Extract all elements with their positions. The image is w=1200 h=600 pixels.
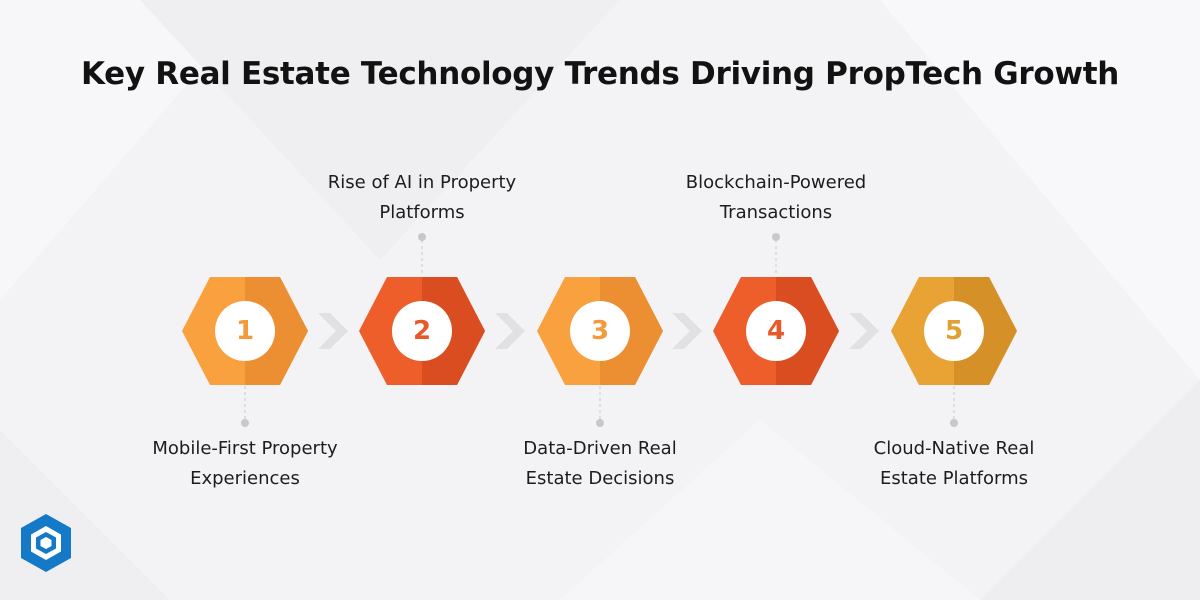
chevron-right-icon — [849, 313, 879, 349]
connector-step-2 — [418, 233, 426, 276]
step-2-number: 2 — [412, 316, 432, 346]
step-4-number: 4 — [766, 316, 786, 346]
step-4-label: Blockchain-Powered Transactions — [685, 172, 867, 223]
connector-step-3 — [596, 386, 604, 427]
step-3-hexagon: 3 — [535, 275, 665, 387]
chevron-right-icon — [318, 313, 348, 349]
step-2-label: Rise of AI in Property Platforms — [327, 172, 517, 223]
step-5-number: 5 — [944, 316, 964, 346]
step-5-hexagon: 5 — [889, 275, 1019, 387]
connector-step-5 — [950, 386, 958, 427]
step-5-label: Cloud-Native Real Estate Platforms — [873, 438, 1035, 489]
step-3-number: 3 — [590, 316, 610, 346]
page-title: Key Real Estate Technology Trends Drivin… — [80, 56, 1120, 92]
chevron-right-icon — [672, 313, 702, 349]
step-1-label: Mobile-First Property Experiences — [152, 438, 338, 489]
hexagon-logo-icon — [21, 514, 71, 572]
step-4-hexagon: 4 — [711, 275, 841, 387]
connector-step-1 — [241, 386, 249, 427]
step-1-hexagon: 1 — [180, 275, 310, 387]
connector-step-4 — [772, 233, 780, 276]
step-3-label: Data-Driven Real Estate Decisions — [523, 438, 677, 489]
step-2-hexagon: 2 — [357, 275, 487, 387]
step-1-number: 1 — [235, 316, 255, 346]
chevron-right-icon — [495, 313, 525, 349]
